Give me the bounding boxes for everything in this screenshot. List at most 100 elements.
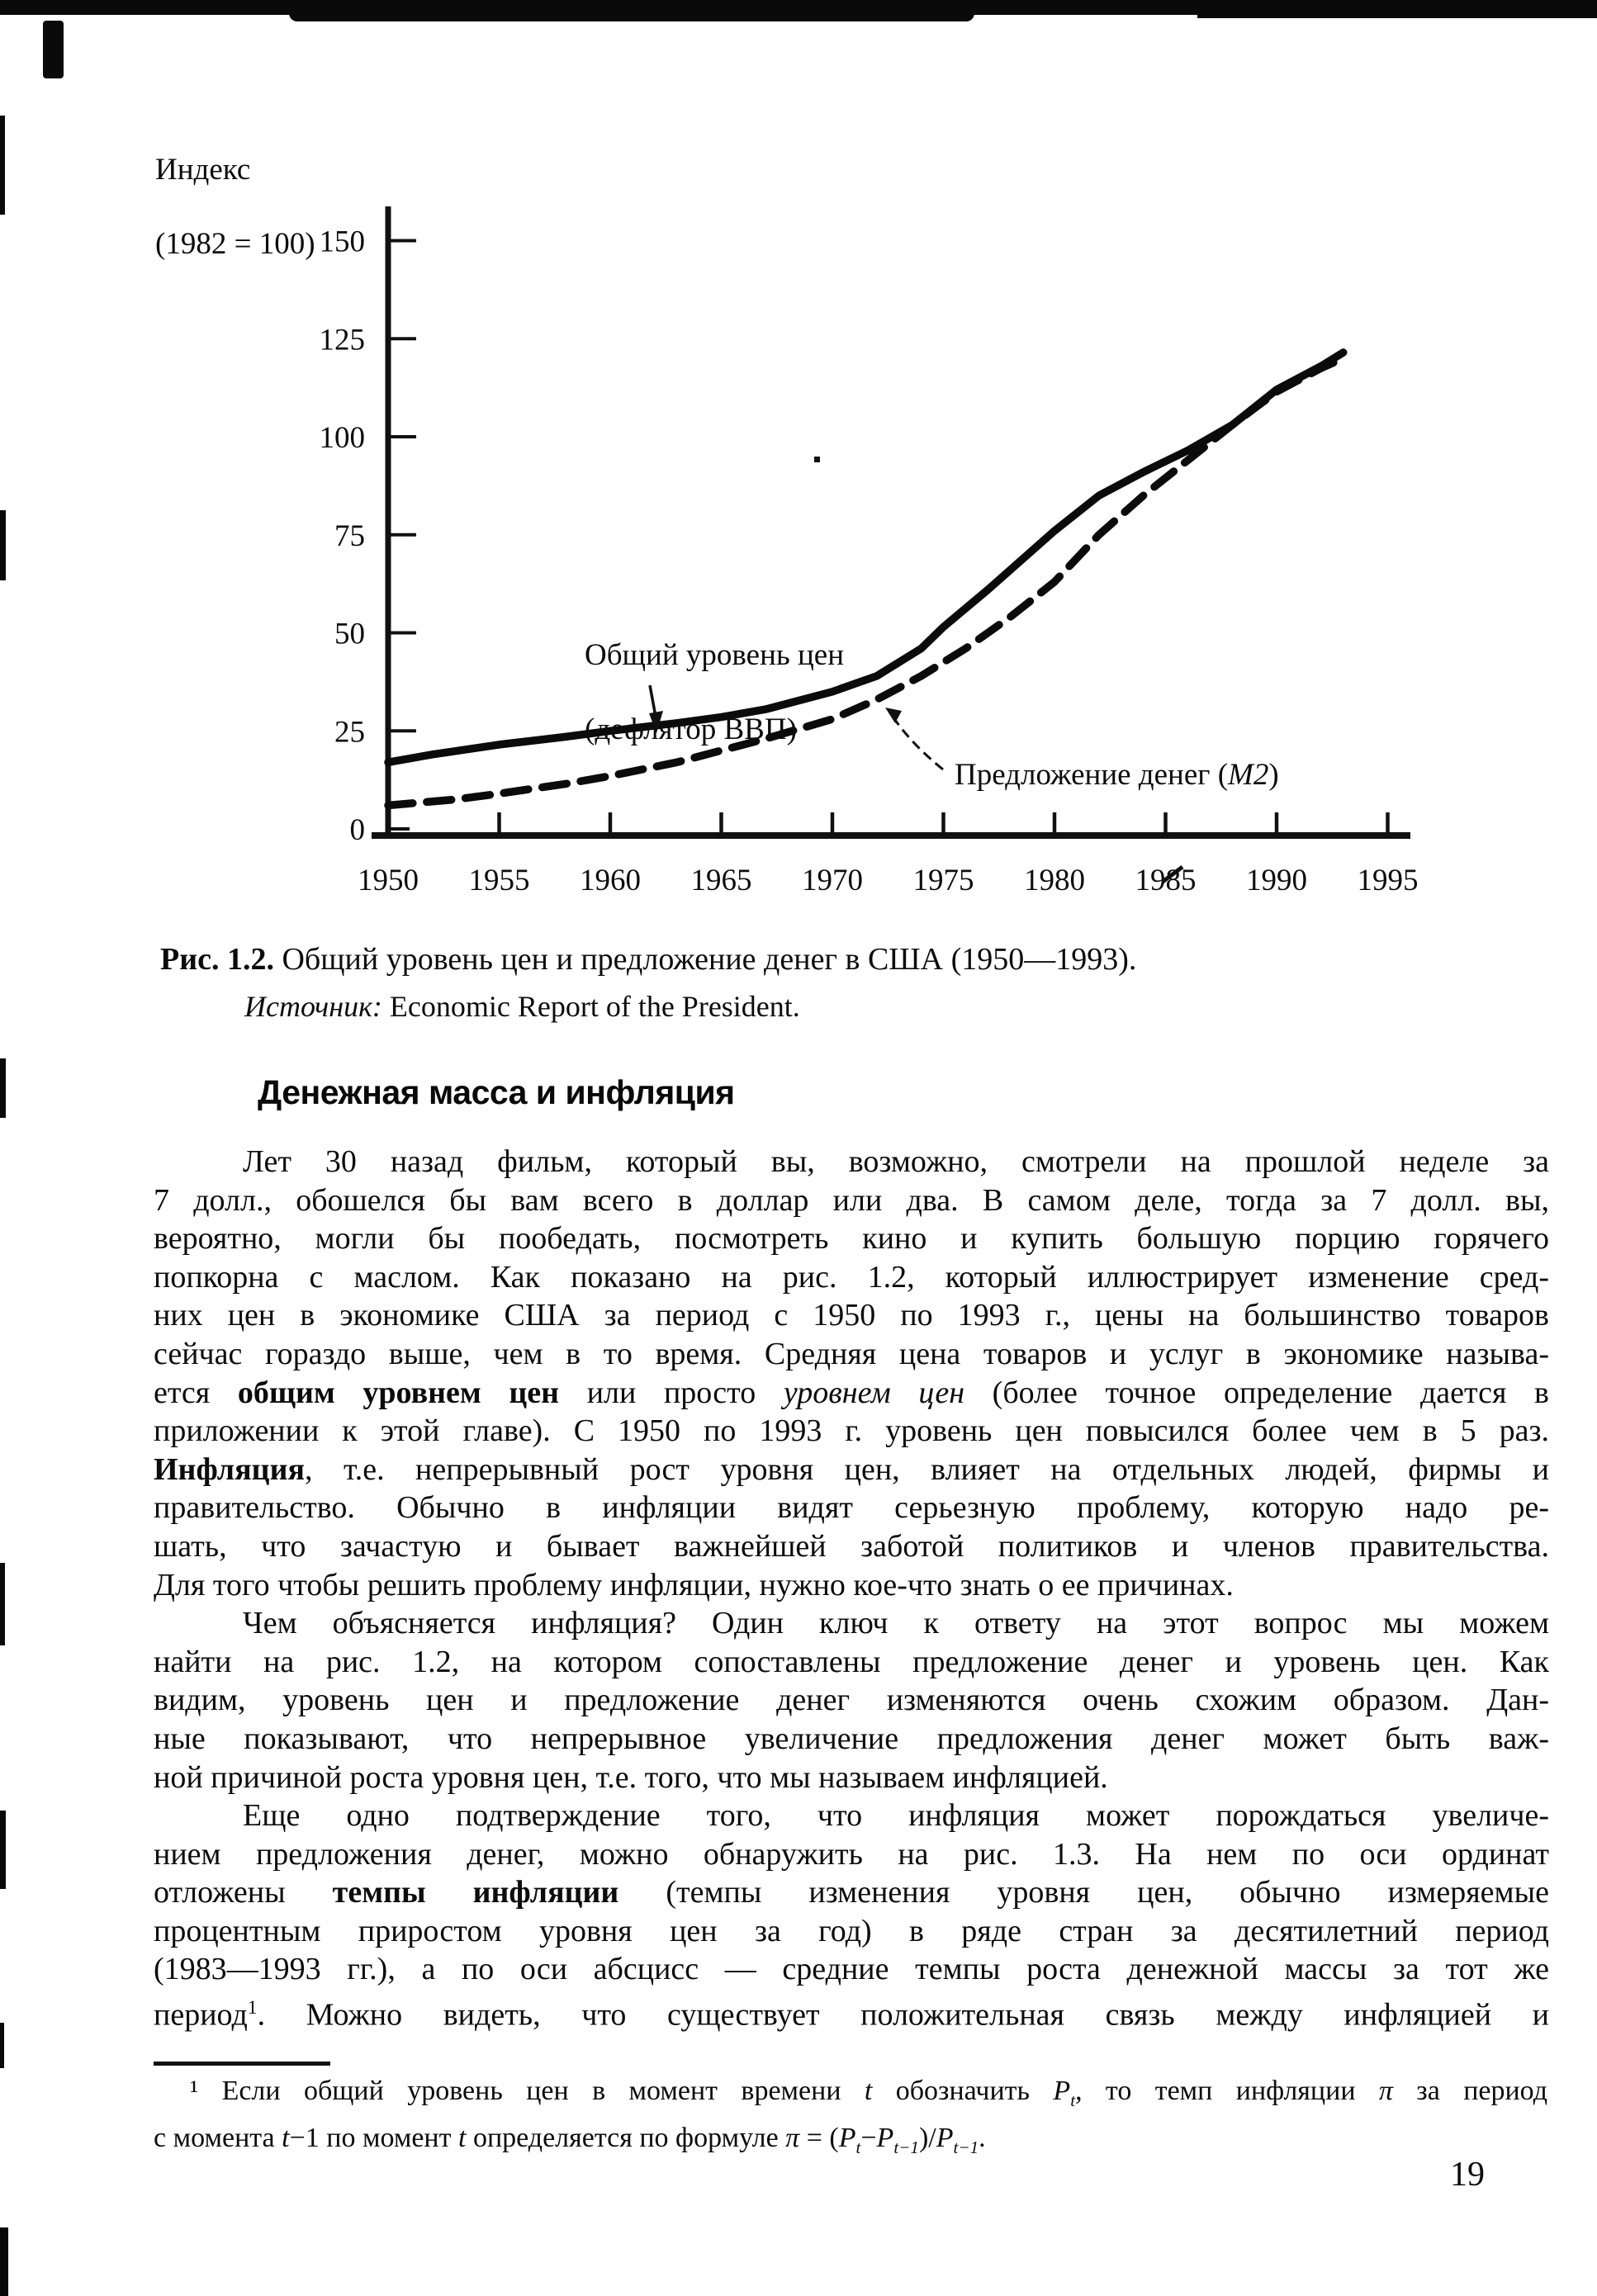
x-tick-label: 1950 <box>358 864 419 897</box>
body-line: Для того чтобы решить проблему инфляции,… <box>154 1567 1234 1602</box>
scan-artifact <box>0 1058 6 1118</box>
scan-speck <box>814 457 820 462</box>
footnote-divider <box>154 2062 330 2066</box>
text-segment: темпы инфляции <box>332 1875 619 1910</box>
figure-caption: Рис. 1.2. Общий уровень цен и предложени… <box>160 941 1136 978</box>
body-line: ной причиной роста уровня цен, т.е. того… <box>154 1759 1108 1795</box>
body-line: 7 долл., обошелся бы вам всего в доллар … <box>154 1182 1549 1218</box>
text-segment: P <box>838 2122 856 2153</box>
body-line: приложении к этой главе). С 1950 по 1993… <box>154 1413 1549 1449</box>
body-line: найти на рис. 1.2, на котором сопоставле… <box>154 1644 1549 1679</box>
text-segment: t <box>855 2137 861 2157</box>
x-tick-label: 1995 <box>1358 864 1419 897</box>
text-segment: период <box>154 1997 248 2033</box>
y-tick-label: 100 <box>320 421 366 455</box>
scan-speck <box>1161 865 1184 883</box>
body-line: (1983—1993 гг.), а по оси абсцисс — сред… <box>154 1952 1549 1987</box>
text-segment: , т.е. непрерывный рост уровня цен, влия… <box>305 1451 1549 1487</box>
price-label-arrowhead <box>649 711 663 733</box>
text-segment: (более точное определение дается в <box>964 1375 1549 1410</box>
y-axis-title-line2: (1982 = 100) <box>155 227 315 261</box>
body-line: правительство. Обычно в инфляции видят с… <box>154 1490 1549 1526</box>
scan-artifact <box>0 510 6 580</box>
x-tick-label: 1990 <box>1246 864 1307 897</box>
scan-artifact <box>1197 0 1597 18</box>
text-segment: Рис. 1.2. <box>160 942 274 977</box>
body-line: отложены темпы инфляции (темпы изменения… <box>154 1873 1549 1912</box>
body-line: сейчас гораздо выше, чем в то время. Сре… <box>154 1336 1549 1371</box>
text-segment: М2 <box>1228 758 1269 792</box>
text-segment: ¹ Если общий уровень цен в момент времен… <box>190 2076 865 2106</box>
text-segment: обозначить <box>872 2076 1054 2106</box>
y-tick-label: 75 <box>334 519 365 553</box>
scan-artifact <box>0 2227 8 2296</box>
body-line: ется общим уровнем цен или просто уровне… <box>154 1374 1549 1413</box>
body-line: ные показывают, что непрерывное увеличен… <box>154 1721 1549 1756</box>
text-segment: t <box>864 2076 873 2106</box>
text-segment: Источник: <box>244 990 382 1023</box>
scan-artifact <box>0 1811 6 1889</box>
body-line: видим, уровень цен и предложение денег и… <box>154 1683 1549 1718</box>
y-tick-label: 50 <box>334 618 365 651</box>
scan-artifact <box>0 116 5 215</box>
body-line: Инфляция, т.е. непрерывный рост уровня ц… <box>154 1451 1549 1489</box>
y-tick-label: 0 <box>350 813 366 847</box>
text-segment: . <box>979 2122 986 2153</box>
text-segment: . Можно видеть, что существует положител… <box>257 1997 1549 2033</box>
text-segment: Economic Report of the President. <box>381 990 800 1023</box>
text-segment: ) <box>1268 758 1279 792</box>
series-label-price-level: Общий уровень цен (дефлятор ВВП) <box>585 599 844 785</box>
x-tick-label: 1955 <box>469 864 530 897</box>
x-tick-label: 1965 <box>691 864 752 897</box>
series-label-price-line1: Общий уровень цен <box>585 638 845 672</box>
text-segment: (темпы изменения уровня цен, обычно изме… <box>618 1875 1549 1910</box>
series-label-m2: Предложение денег (М2) <box>955 756 1279 793</box>
y-tick-label: 150 <box>320 225 366 259</box>
scan-artifact <box>0 1563 5 1645</box>
text-segment: t <box>1070 2090 1076 2110</box>
body-line: шать, что зачастую и бывает важнейшей за… <box>154 1528 1549 1564</box>
x-tick-label: 1970 <box>802 864 863 897</box>
text-segment: Инфляция <box>154 1451 306 1487</box>
y-tick-label: 125 <box>320 323 366 357</box>
text-segment: определяется по формуле <box>466 2122 786 2153</box>
series-line-m2 <box>384 354 1348 810</box>
text-segment: или просто <box>559 1375 784 1410</box>
text-segment: общим уровнем цен <box>237 1375 560 1410</box>
section-heading: Денежная масса и инфляция <box>258 1073 735 1111</box>
text-segment: 1 <box>247 1997 258 2019</box>
text-segment: ется <box>154 1375 238 1410</box>
text-segment: Предложение денег ( <box>955 758 1229 792</box>
m2-label-arrowhead <box>885 708 902 723</box>
text-segment: t−1 <box>893 2137 919 2157</box>
text-segment: P <box>1053 2076 1071 2106</box>
body-line: попкорна с маслом. Как показано на рис. … <box>154 1259 1549 1295</box>
x-tick-label: 1980 <box>1024 864 1085 897</box>
m2-label-arrow <box>893 719 944 771</box>
text-segment: π <box>1378 2076 1393 2106</box>
footnote-line: ¹ Если общий уровень цен в момент времен… <box>154 2072 1547 2119</box>
footnote: ¹ Если общий уровень цен в момент времен… <box>154 2072 1547 2166</box>
text-segment: за период <box>1392 2076 1547 2106</box>
price-label-arrow <box>648 684 657 717</box>
footnote-line: с момента t−1 по момент t определяется п… <box>154 2119 1547 2166</box>
text-segment: −1 по момент <box>289 2122 458 2153</box>
figure-source: Источник: Economic Report of the Preside… <box>244 989 800 1024</box>
y-axis-title: Индекс (1982 = 100) <box>155 114 315 300</box>
text-segment: t <box>282 2122 290 2153</box>
body-line: процентным приростом уровня цен за год) … <box>154 1913 1549 1948</box>
scan-artifact <box>289 0 974 21</box>
text-segment: t−1 <box>953 2137 979 2157</box>
body-line: Чем объясняется инфляция? Один ключ к от… <box>243 1606 1549 1641</box>
body-line: вероятно, могли бы пообедать, посмотреть… <box>154 1221 1549 1257</box>
y-axis-title-line1: Индекс <box>155 153 251 187</box>
text-segment: P <box>876 2122 894 2153</box>
text-segment: Общий уровень цен и предложение денег в … <box>273 942 1137 977</box>
text-segment: π <box>785 2122 800 2153</box>
y-tick-label: 25 <box>334 715 365 749</box>
text-segment: − <box>860 2122 877 2153</box>
text-segment: с момента <box>154 2122 282 2153</box>
text-segment: = ( <box>799 2122 839 2153</box>
figure-1-2-chart: 150 125 100 75 50 25 0 1950 1955 1960 1965 1970 1975… <box>320 206 1419 897</box>
